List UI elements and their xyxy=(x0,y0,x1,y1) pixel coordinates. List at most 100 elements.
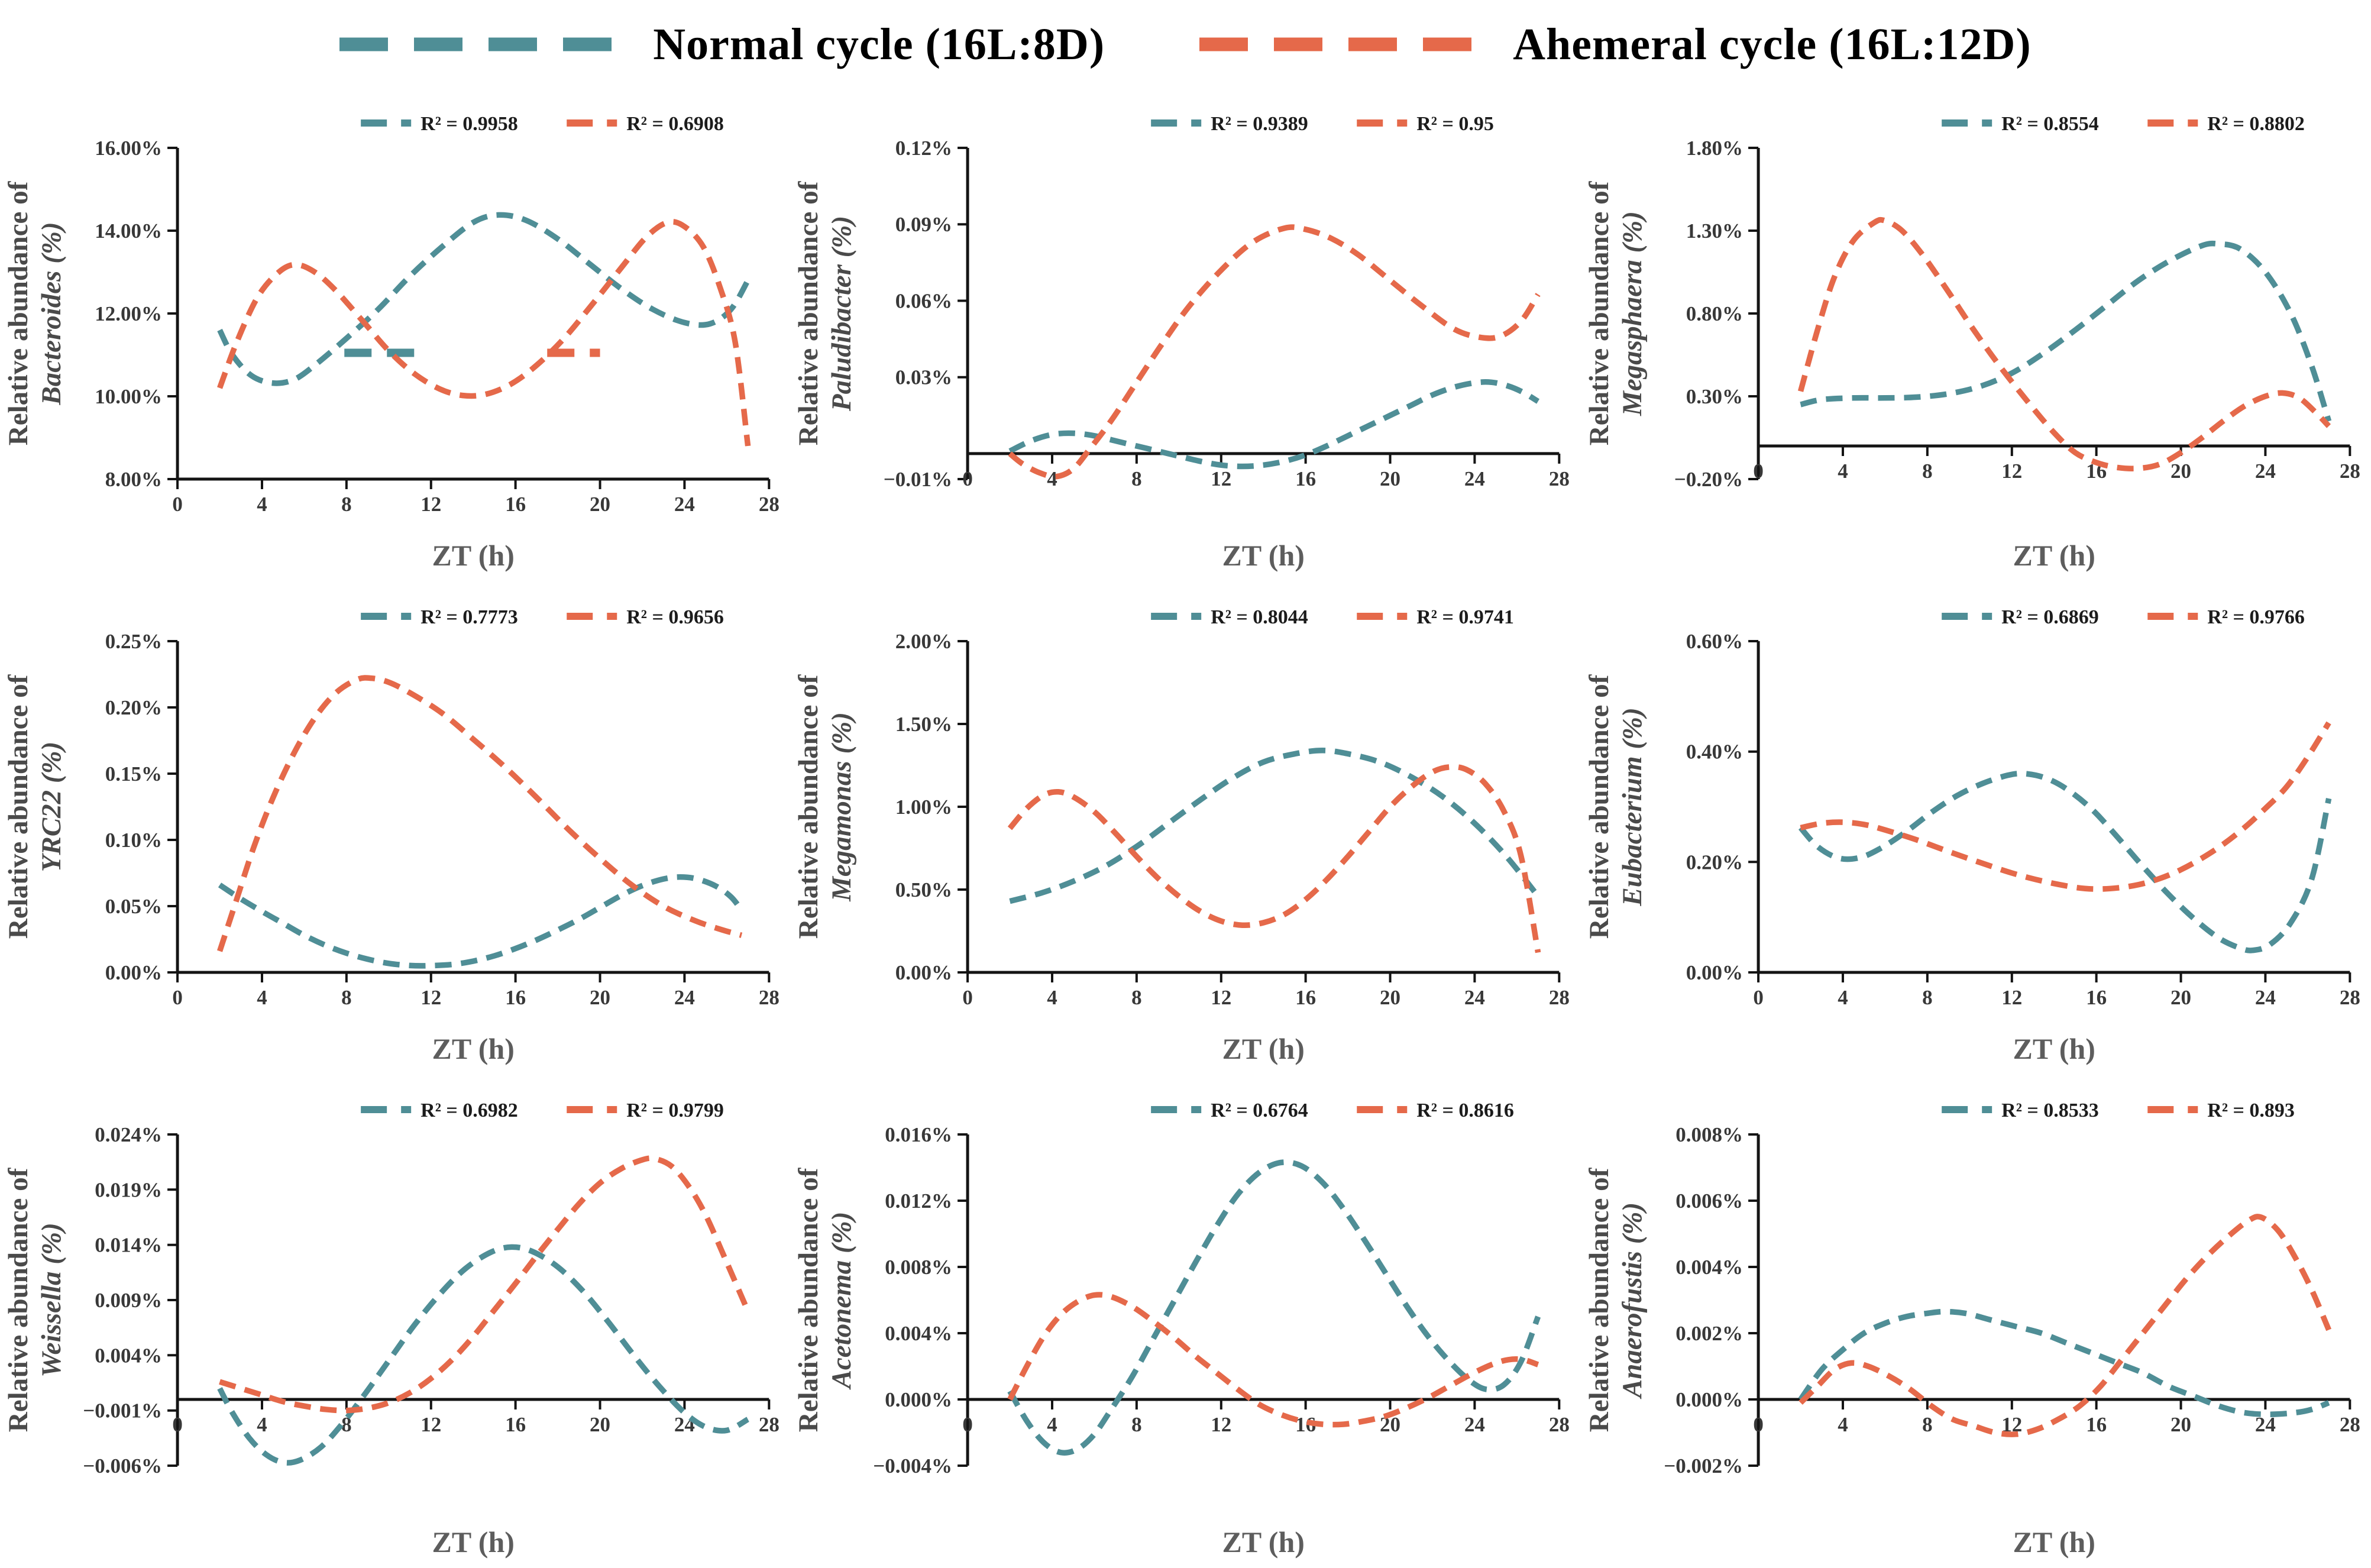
curve-normal-cycle xyxy=(1800,240,2331,422)
x-tick-label: 8 xyxy=(1131,1413,1142,1436)
x-tick-label: 28 xyxy=(759,1413,779,1436)
y-tick-label: 1.30% xyxy=(1686,219,1742,243)
y-tick-label: −0.006% xyxy=(83,1454,162,1478)
curve-ahemeral-cycle xyxy=(1008,764,1541,953)
x-tick-label: 0 xyxy=(1753,1413,1764,1436)
x-tick-label: 12 xyxy=(2001,460,2022,483)
y-tick-label: 0.024% xyxy=(95,1123,162,1146)
y-tick-label: 0.30% xyxy=(1686,385,1742,408)
x-tick-label: 24 xyxy=(1464,1413,1485,1436)
x-axis-title: ZT (h) xyxy=(1222,1032,1305,1065)
y-tick-label: 1.50% xyxy=(895,713,952,736)
r2-label-normal: R² = 0.8554 xyxy=(2001,113,2099,135)
subplot-weissella: −0.006% −0.001% 0.004% 0.009% 0.014% 0.019% 0.… xyxy=(0,1075,790,1568)
chart-canvas: 8.00% 10.00% 12.00% 14.00% 16.00% 0 4 8 12 16 20 24… xyxy=(3,113,779,572)
y-tick-label: 0.20% xyxy=(105,696,162,719)
x-tick-label: 8 xyxy=(1131,467,1142,490)
y-tick-label: 14.00% xyxy=(95,219,162,243)
r2-label-ahemeral: R² = 0.9741 xyxy=(1417,606,1515,628)
x-axis-title: ZT (h) xyxy=(1222,1525,1305,1559)
x-tick-label: 28 xyxy=(1549,467,1570,490)
x-tick-label: 16 xyxy=(2086,1413,2107,1436)
x-tick-label: 8 xyxy=(341,493,352,516)
y-tick-label: 0.019% xyxy=(95,1178,162,1201)
x-tick-label: 24 xyxy=(2255,460,2276,483)
y-tick-label: 0.016% xyxy=(885,1123,953,1146)
r2-label-normal: R² = 0.6869 xyxy=(2001,606,2099,628)
y-axis-title-genus: YRC22 (%) xyxy=(36,742,67,872)
x-tick-label: 28 xyxy=(2339,1413,2360,1436)
x-tick-label: 0 xyxy=(172,1413,183,1436)
y-axis-title-line1: Relative abundance of xyxy=(3,180,34,445)
curve-ahemeral-cycle xyxy=(217,675,743,952)
y-axis-title-genus: Acetonema (%) xyxy=(826,1212,857,1391)
normal-cycle-dash-icon xyxy=(339,37,612,51)
curve-normal-cycle xyxy=(218,874,744,969)
x-tick-label: 0 xyxy=(963,986,973,1009)
x-tick-label: 20 xyxy=(2171,1413,2191,1436)
y-tick-label: 12.00% xyxy=(95,302,162,325)
y-tick-label: 0.00% xyxy=(1686,961,1742,984)
y-tick-label: −0.001% xyxy=(83,1399,162,1422)
x-tick-label: 28 xyxy=(759,986,779,1009)
ahemeral-cycle-legend-label: Ahemeral cycle (16L:12D) xyxy=(1513,19,2032,69)
y-tick-label: 0.002% xyxy=(1675,1322,1743,1345)
chart-canvas: −0.004% 0.000% 0.004% 0.008% 0.012% 0.016% 0 4 8… xyxy=(793,1100,1570,1559)
curve-ahemeral-cycle xyxy=(1007,1292,1539,1428)
r2-label-ahemeral: R² = 0.8616 xyxy=(1417,1100,1515,1121)
y-tick-label: 16.00% xyxy=(95,137,162,160)
y-tick-label: 0.40% xyxy=(1686,741,1742,764)
x-tick-label: 24 xyxy=(674,986,695,1009)
x-axis-title: ZT (h) xyxy=(2013,1032,2095,1065)
x-tick-label: 8 xyxy=(341,986,352,1009)
y-axis-title-line1: Relative abundance of xyxy=(793,1167,824,1432)
y-axis-title-line1: Relative abundance of xyxy=(1584,1167,1615,1432)
x-tick-label: 4 xyxy=(1838,1413,1848,1436)
y-axis-title-genus: Bacteroides (%) xyxy=(36,222,67,405)
subplot-eubacterium: 0.00% 0.20% 0.40% 0.60% 0 4 8 12 16 20 24 28 Relativ… xyxy=(1581,582,2371,1075)
y-tick-label: 0.009% xyxy=(95,1289,162,1312)
curve-normal-cycle xyxy=(1798,770,2331,953)
x-axis-title: ZT (h) xyxy=(432,1032,514,1065)
chart-canvas: −0.20%0.30%0.80%1.30%1.80%0 4 8 12 16 20 24 28R… xyxy=(1584,113,2360,572)
x-tick-label: 20 xyxy=(1380,467,1400,490)
r2-label-normal: R² = 0.9389 xyxy=(1211,113,1309,135)
y-tick-label: 0.000% xyxy=(885,1388,953,1411)
subplot-megamonas: 0.00% 0.50% 1.00% 1.50% 2.00% 0 4 8 12 16 20 24 28 Re… xyxy=(790,582,1580,1075)
y-axis-title-line1: Relative abundance of xyxy=(1584,180,1615,445)
y-axis-title-genus: Weissella (%) xyxy=(36,1223,67,1377)
y-axis-title-line1: Relative abundance of xyxy=(793,180,824,445)
y-tick-label: 8.00% xyxy=(105,468,162,491)
y-tick-label: 0.60% xyxy=(1686,630,1742,653)
x-tick-label: 28 xyxy=(2339,986,2360,1009)
curve-normal-cycle xyxy=(217,1244,749,1466)
x-tick-label: 20 xyxy=(2171,986,2191,1009)
x-tick-label: 4 xyxy=(1047,1413,1058,1436)
x-tick-label: 16 xyxy=(1295,467,1316,490)
chart-canvas: 0.00% 0.05% 0.10% 0.15% 0.20% 0.25% 0 4 8 12 16 20 2… xyxy=(3,606,779,1065)
x-tick-label: 8 xyxy=(1922,1413,1933,1436)
y-tick-label: 0.004% xyxy=(885,1322,953,1345)
x-tick-label: 20 xyxy=(590,493,610,516)
x-tick-label: 0 xyxy=(172,493,183,516)
x-tick-label: 4 xyxy=(257,1413,267,1436)
y-tick-label: 0.03% xyxy=(895,366,952,389)
x-tick-label: 24 xyxy=(1464,986,1485,1009)
curve-ahemeral-cycle xyxy=(1800,721,2331,892)
x-tick-label: 16 xyxy=(2086,986,2107,1009)
y-tick-label: 0.004% xyxy=(1675,1256,1743,1279)
r2-label-normal: R² = 0.6982 xyxy=(420,1100,518,1121)
r2-label-ahemeral: R² = 0.893 xyxy=(2207,1100,2295,1121)
y-axis-title-genus: Megasphaera (%) xyxy=(1617,211,1648,416)
x-tick-label: 12 xyxy=(420,986,441,1009)
y-axis-title-genus: Megamonas (%) xyxy=(826,712,857,902)
y-tick-label: −0.002% xyxy=(1664,1454,1743,1478)
chart-canvas: 0.00% 0.20% 0.40% 0.60% 0 4 8 12 16 20 24 28 Relativ… xyxy=(1584,606,2360,1065)
x-tick-label: 24 xyxy=(1464,467,1485,490)
y-tick-label: 0.80% xyxy=(1686,302,1742,325)
figure-legend: Normal cycle (16L:8D) Ahemeral cycle (16… xyxy=(0,0,2371,89)
y-tick-label: 0.15% xyxy=(105,762,162,785)
x-tick-label: 0 xyxy=(963,467,973,490)
normal-cycle-legend-label: Normal cycle (16L:8D) xyxy=(653,19,1105,69)
